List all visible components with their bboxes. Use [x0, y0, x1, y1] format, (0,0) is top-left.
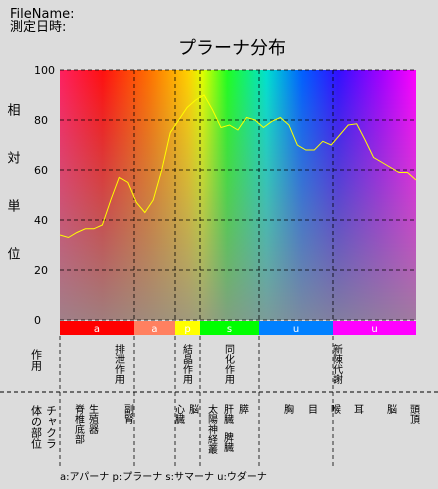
body-part: 脳: [385, 404, 397, 415]
spectrum-fade: [60, 70, 416, 320]
y-axis-label: 相対単位: [5, 103, 21, 295]
body-part: 太陽神経叢: [206, 403, 218, 454]
row-label: 作用: [30, 349, 43, 372]
body-part: 喉: [329, 404, 341, 415]
band: [259, 321, 333, 335]
body-part: 膵: [237, 404, 249, 415]
body-part: 脊椎底部: [73, 403, 85, 445]
band: [333, 321, 416, 335]
body-part: 脳: [187, 404, 199, 415]
body-part: 脾臓: [222, 431, 234, 453]
y-tick-label: 100: [34, 64, 55, 77]
function: 同化作用: [223, 344, 235, 385]
band-label: a: [94, 324, 100, 335]
row-label: チャクラ: [45, 405, 58, 449]
body-part: 目: [306, 404, 317, 414]
function: 排泄作用: [113, 343, 125, 385]
band: [175, 321, 200, 335]
band-label: u: [371, 324, 377, 335]
band-label: u: [293, 324, 299, 335]
body-part: 頭頂: [408, 404, 420, 425]
y-tick-label: 0: [34, 314, 41, 327]
y-tick-label: 80: [34, 114, 48, 127]
body-part: 心臓: [173, 404, 185, 425]
y-tick-label: 60: [34, 164, 48, 177]
body-part: 生殖器: [87, 403, 99, 435]
y-tick-label: 40: [34, 214, 48, 227]
function: 結晶作用: [181, 343, 193, 385]
body-part: 副腎: [122, 404, 134, 425]
body-part: 胸: [282, 403, 294, 415]
row-label: 体の部位: [30, 404, 43, 449]
body-part: 耳: [352, 404, 364, 414]
chart-title: プラーナ分布: [178, 38, 286, 59]
band: [60, 321, 134, 335]
body-part: 肝臓: [222, 404, 234, 425]
legend: a:アパーナ p:プラーナ s:サマーナ u:ウダーナ: [60, 470, 267, 483]
date: 測定日時:: [10, 20, 66, 35]
band-label: a: [151, 324, 157, 335]
function: 新陳代謝: [331, 343, 343, 385]
file-name: FileName:: [10, 7, 75, 22]
y-tick-label: 20: [34, 264, 48, 277]
data-line: [59, 94, 417, 239]
band: [134, 321, 175, 335]
band-label: s: [227, 324, 232, 335]
band-label: p: [184, 324, 190, 335]
band: [200, 321, 259, 335]
